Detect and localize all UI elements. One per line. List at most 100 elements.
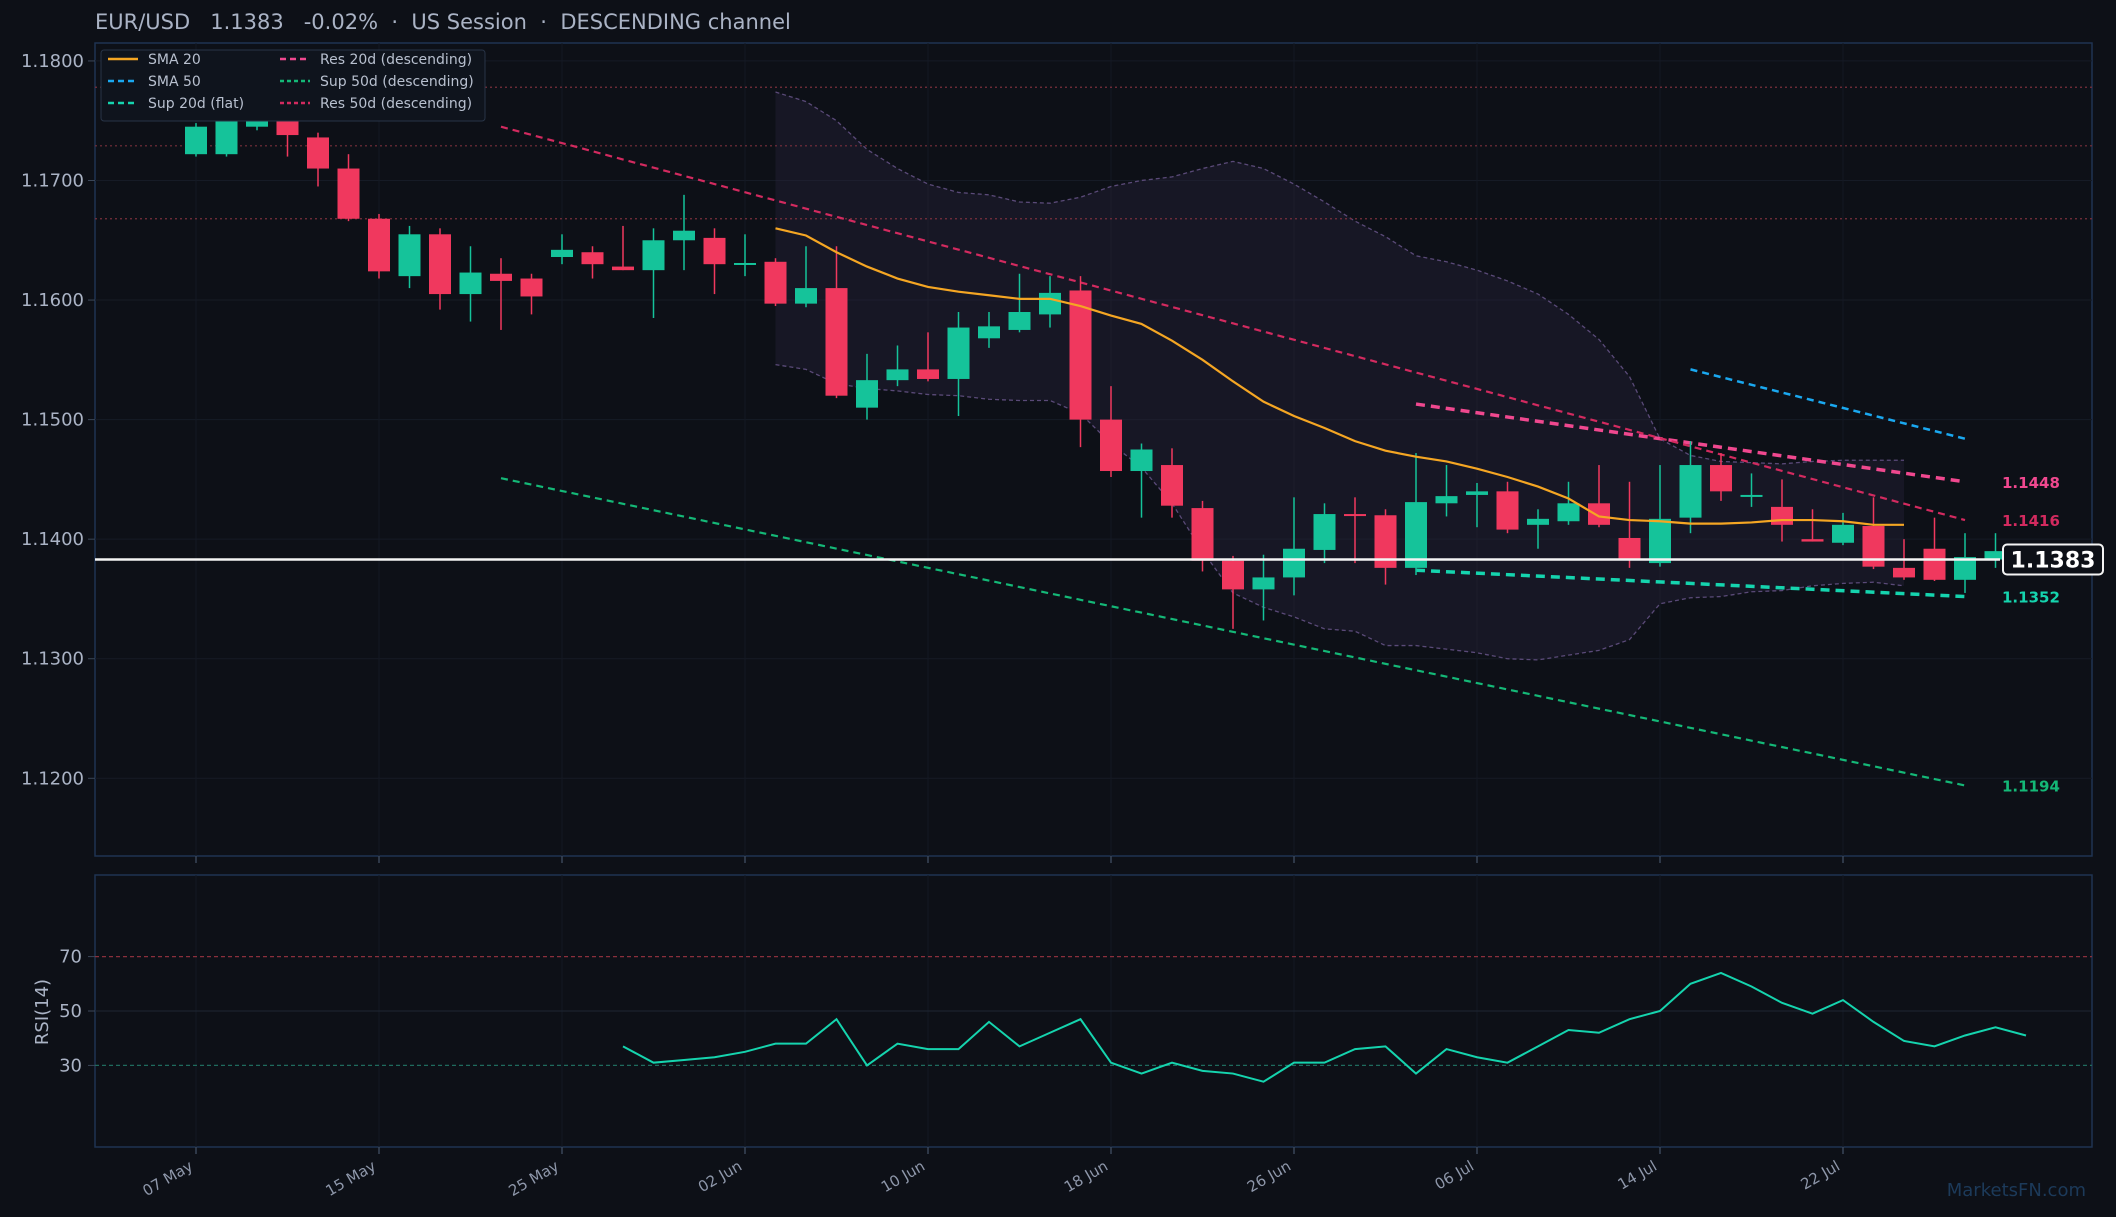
candle-body xyxy=(1862,526,1885,567)
candle-body xyxy=(1527,518,1549,525)
candle-body xyxy=(612,266,634,271)
candle-body xyxy=(1496,491,1519,530)
rsi-tick-label: 30 xyxy=(59,1055,82,1076)
channel-type: DESCENDING channel xyxy=(560,10,791,34)
y-tick-label: 1.1200 xyxy=(21,768,84,789)
candle-body xyxy=(1740,494,1763,497)
candle-body xyxy=(1222,560,1244,590)
candle-body xyxy=(429,234,451,295)
gridlines xyxy=(95,43,2092,1147)
candle-body xyxy=(520,278,543,297)
candle-body xyxy=(1679,465,1702,518)
candle-body xyxy=(1588,503,1610,525)
candle-body xyxy=(917,369,939,379)
candle-body xyxy=(1649,518,1671,564)
legend: SMA 20 SMA 50 Sup 20d (flat) Res 20d (desce… xyxy=(100,49,486,122)
candle-body xyxy=(642,240,665,271)
candle-body xyxy=(978,326,1000,339)
current-price-line: 1.1383 xyxy=(95,543,2104,576)
candle-body xyxy=(703,237,726,265)
x-tick-label: 22 Jul xyxy=(1798,1157,1843,1194)
level-label: 1.1194 xyxy=(2002,777,2060,795)
candle-body xyxy=(1557,503,1580,522)
candle-body xyxy=(1252,577,1275,590)
legend-label: SMA 20 xyxy=(148,52,201,68)
y-tick-label: 1.1600 xyxy=(21,290,84,311)
price: 1.1383 xyxy=(210,10,284,34)
level-label: 1.1352 xyxy=(2002,589,2060,607)
candle-body xyxy=(1771,506,1793,525)
candle-body xyxy=(947,327,970,379)
level-label: 1.1416 xyxy=(2002,512,2060,530)
sup50-line xyxy=(500,477,1966,787)
candle-body xyxy=(337,168,360,219)
x-tick-label: 15 May xyxy=(322,1157,379,1200)
x-tick-label: 25 May xyxy=(505,1157,562,1200)
x-tick-label: 06 Jul xyxy=(1432,1157,1477,1194)
candle-body xyxy=(581,252,604,265)
legend-label: Sup 20d (flat) xyxy=(148,96,244,112)
rsi-line xyxy=(622,971,2027,1083)
x-tick-label: 07 May xyxy=(139,1157,196,1200)
y-tick-label: 1.1500 xyxy=(21,410,84,431)
candle-body xyxy=(1954,557,1976,580)
candle-body xyxy=(734,262,756,265)
candle-body xyxy=(1618,537,1641,560)
rsi-axis-label: RSI(14) xyxy=(32,979,53,1045)
legend-label: Res 50d (descending) xyxy=(320,96,472,112)
upper-band xyxy=(775,91,1904,465)
candle-body xyxy=(1283,548,1305,578)
candle-body xyxy=(1923,548,1946,580)
candle-body xyxy=(1710,465,1732,492)
x-tick-label: 18 Jun xyxy=(1061,1157,1111,1196)
x-tick-label: 14 Jul xyxy=(1615,1157,1660,1194)
level-label: 1.1448 xyxy=(2002,474,2060,492)
candle-body xyxy=(368,218,390,272)
candle-body xyxy=(1466,491,1488,495)
candle-body xyxy=(1801,539,1824,542)
change: -0.02% xyxy=(303,10,379,34)
candle-body xyxy=(398,234,421,277)
price-tag: 1.1383 xyxy=(2011,548,2096,573)
candle-body xyxy=(673,230,695,241)
y-axis: 1.1200 1.1300 1.1400 1.1500 1.1600 1.1700 1.18… xyxy=(21,51,95,1076)
candle-body xyxy=(1344,514,1366,517)
lower-band xyxy=(775,363,1905,661)
band-fill xyxy=(775,92,1904,660)
sma20-line xyxy=(775,227,1904,526)
legend-label: Sup 50d (descending) xyxy=(320,74,474,90)
candle-body xyxy=(1893,567,1915,578)
x-tick-label: 26 Jun xyxy=(1244,1157,1294,1196)
x-tick-label: 02 Jun xyxy=(695,1157,745,1196)
main-panel xyxy=(94,42,2093,857)
legend-label: SMA 50 xyxy=(148,74,201,90)
candle-body xyxy=(459,272,482,295)
candle-body xyxy=(1039,292,1061,315)
candle-body xyxy=(1130,449,1153,472)
candle-body xyxy=(551,249,573,258)
candle-body xyxy=(490,273,512,281)
candle-body xyxy=(1374,515,1397,568)
y-tick-label: 1.1300 xyxy=(21,649,84,670)
candle-body xyxy=(764,261,787,304)
candle-body xyxy=(795,288,817,304)
candle-body xyxy=(1191,508,1214,561)
candle-body xyxy=(1435,496,1458,504)
candle-body xyxy=(1832,524,1854,543)
chart-header: EUR/USD 1.1383 -0.02% · US Session · DES… xyxy=(95,10,791,34)
x-tick-label: 10 Jun xyxy=(878,1157,928,1196)
y-tick-label: 1.1800 xyxy=(21,51,84,72)
rsi-tick-label: 70 xyxy=(59,947,82,968)
sup20-line xyxy=(1415,568,1966,599)
candle-body xyxy=(307,137,329,169)
candle-body xyxy=(1405,502,1427,568)
y-tick-label: 1.1400 xyxy=(21,529,84,550)
candle-body xyxy=(1161,465,1183,506)
rsi-series xyxy=(95,955,2092,1083)
candle-body xyxy=(185,126,207,155)
candle-body xyxy=(1984,551,2007,560)
price-tag-box xyxy=(2002,543,2104,576)
candle-body xyxy=(1100,419,1122,472)
bollinger-bands xyxy=(775,91,1905,661)
symbol: EUR/USD xyxy=(95,10,191,34)
